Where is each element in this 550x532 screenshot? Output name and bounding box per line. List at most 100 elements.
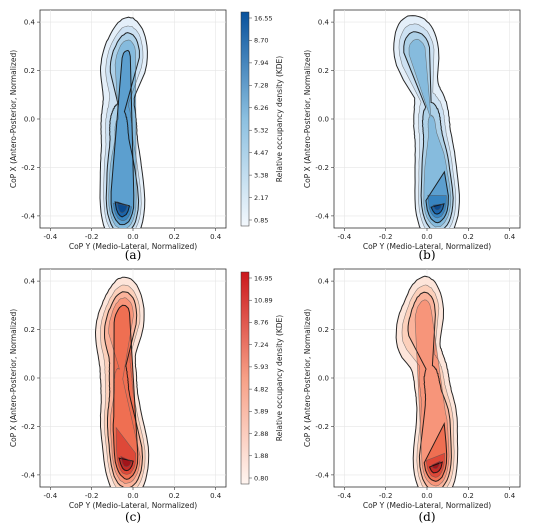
x-tick-label: 0.0 [421,233,432,241]
y-tick-label: -0.4 [315,471,329,479]
y-tick-label: -0.4 [21,471,35,479]
x-tick-label: -0.4 [43,233,57,241]
colorbar-label: Relative occupancy density (KDE) [275,56,284,183]
y-tick-label: -0.2 [315,164,329,172]
contour-line [432,203,443,211]
panel-caption: (b) [418,248,435,262]
y-axis-label: CoP X (Antero-Posterior, Normalized) [303,309,312,447]
contour-line [94,276,150,487]
contour-line [414,299,450,487]
x-tick-label: -0.4 [337,492,351,500]
y-tick-label: 0.4 [318,19,330,27]
colorbar-tick-label: 6.26 [254,104,268,112]
panel-caption: (d) [418,510,435,524]
y-tick-label: 0.4 [24,278,36,286]
y-tick-label: 0.2 [318,326,329,334]
contour-line [428,461,443,474]
y-tick-label: 0.4 [24,19,36,27]
y-tick-label: 0.0 [318,375,329,383]
contour-line [430,460,441,470]
colorbar-tick-label: 5.93 [254,363,268,371]
contour-line [393,15,460,228]
contour-line [103,291,144,487]
x-tick-label: 0.4 [504,233,516,241]
colorbar-label: Relative occupancy density (KDE) [275,315,284,442]
colorbar-tick-label: 7.28 [254,82,268,90]
contour-line [118,457,134,472]
y-tick-label: 0.0 [24,375,35,383]
y-tick-label: -0.4 [315,212,329,220]
density-contours [395,275,459,487]
x-tick-label: 0.2 [169,492,180,500]
x-tick-label: -0.2 [85,492,99,500]
y-tick-label: -0.2 [315,423,329,431]
y-axis-label: CoP X (Antero-Posterior, Normalized) [9,309,18,447]
colorbar-gradient [240,271,250,485]
contour-line [430,203,445,215]
colorbar-tick-label: 4.82 [254,385,268,393]
x-tick-label: 0.0 [421,492,432,500]
colorbar-tick-label: 4.47 [254,149,268,157]
x-tick-label: 0.2 [463,233,474,241]
x-axis-label: CoP Y (Medio-Lateral, Normalized) [69,501,197,510]
contour-line [114,201,131,218]
y-tick-label: 0.0 [318,116,329,124]
contour-line [425,170,449,224]
contour-line [423,421,448,482]
colorbar-tick-label: 16.55 [254,14,273,22]
colorbar-tick-label: 8.76 [254,319,268,327]
panel-a: -0.4 -0.2 0.0 0.2 0.4 0.4 0.2 0.0 -0.2 -0.4 CoP Y … [9,9,284,262]
colorbar-tick-label: 0.85 [254,216,268,224]
contour-line [110,49,135,226]
colorbar-tick-label: 8.70 [254,37,268,45]
colorbar-tick-label: 5.32 [254,127,268,135]
density-contours [94,276,150,487]
x-tick-label: -0.2 [379,492,393,500]
contour-line [427,194,447,219]
colorbar-tick-label: 1.88 [254,452,268,460]
colorbar-tick-label: 3.38 [254,171,268,179]
panel-caption: (a) [125,248,142,262]
x-tick-label: -0.4 [337,233,351,241]
colorbar-tick-label: 0.80 [254,474,268,482]
x-axis-label: CoP Y (Medio-Lateral, Normalized) [69,242,197,251]
colorbar-tick-label: 16.95 [254,274,273,282]
contour-line [108,39,137,228]
contour-line [120,455,132,468]
density-contours [99,16,148,228]
contour-line [115,426,137,475]
panel-d: -0.4 -0.2 0.0 0.2 0.4 0.4 0.2 0.0 -0.2 -0.4 CoP Y … [303,268,521,524]
y-tick-label: -0.2 [21,164,35,172]
contour-line [112,202,132,222]
y-tick-label: 0.2 [24,326,35,334]
x-axis-label: CoP Y (Medio-Lateral, Normalized) [363,501,491,510]
y-axis-label: CoP X (Antero-Posterior, Normalized) [9,50,18,188]
colorbar-tick-label: 2.17 [254,194,268,202]
panel-c: -0.4 -0.2 0.0 0.2 0.4 0.4 0.2 0.0 -0.2 -0.4 CoP Y … [9,268,284,524]
contour-line [395,275,459,487]
contour-line [401,284,455,487]
colorbar-tick-label: 7.24 [254,341,268,349]
x-tick-label: 0.4 [210,492,222,500]
y-tick-label: -0.4 [21,212,35,220]
colorbar: 16.95 10.89 8.76 7.24 5.93 4.82 3.89 2.88 1.88 0.… [240,271,284,485]
panel-b: -0.4 -0.2 0.0 0.2 0.4 0.4 0.2 0.0 -0.2 -0.4 CoP Y … [303,9,521,262]
contour-line [99,16,148,228]
contour-line [398,23,457,228]
x-tick-label: -0.2 [379,233,393,241]
colorbar-tick-label: 2.88 [254,430,268,438]
colorbar: 16.55 8.70 7.94 7.28 6.26 5.32 4.47 3.38 2.17 0.8… [240,11,284,227]
y-axis-label: CoP X (Antero-Posterior, Normalized) [303,50,312,188]
density-band [111,50,134,225]
x-tick-label: 0.0 [127,492,138,500]
colorbar-gradient [240,11,250,227]
x-tick-label: -0.2 [85,233,99,241]
colorbar-tick-label: 3.89 [254,408,268,416]
contour-line [100,284,146,487]
x-tick-label: 0.4 [210,233,222,241]
contour-line [103,25,144,228]
panel-caption: (c) [125,510,141,524]
x-tick-label: 0.0 [127,233,138,241]
x-tick-label: 0.4 [504,492,516,500]
